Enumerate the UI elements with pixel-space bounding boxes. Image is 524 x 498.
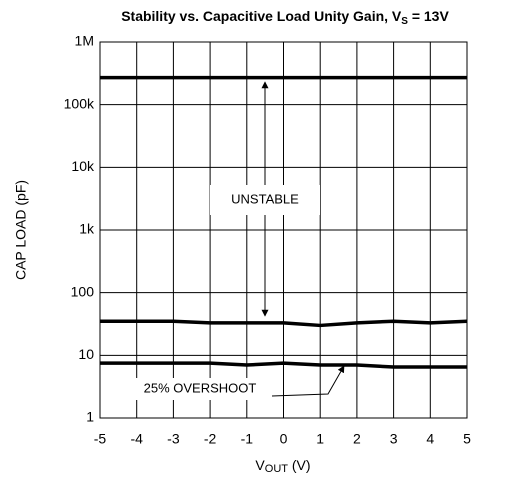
y-tick-label: 1k xyxy=(79,221,95,237)
y-tick-label: 100k xyxy=(64,95,95,111)
line xyxy=(100,319,468,328)
line xyxy=(100,361,467,369)
label-box xyxy=(210,185,320,215)
y-tick-label: 1 xyxy=(86,409,94,425)
y-axis-label: CAP LOAD (pF) xyxy=(13,180,29,280)
y-tick-label: 100 xyxy=(71,283,95,299)
x-tick-label: -3 xyxy=(167,431,180,447)
x-tick-label: 2 xyxy=(353,431,361,447)
arrow xyxy=(271,365,345,397)
annotations: UNSTABLE 25% OVERSHOOT xyxy=(128,81,345,400)
x-tick-label: -1 xyxy=(241,431,254,447)
x-tick-label: 4 xyxy=(426,431,434,447)
chart-title: Stability vs. Capacitive Load Unity Gain… xyxy=(121,8,449,27)
x-axis-label: VOUT (V) xyxy=(255,457,310,475)
x-tick-label: -4 xyxy=(130,431,143,447)
annotation: UNSTABLE xyxy=(231,191,299,206)
x-tick-label: -2 xyxy=(204,431,217,447)
y-tick-label: 1M xyxy=(75,33,94,49)
x-tick-label: 1 xyxy=(316,431,324,447)
x-tick-label: 3 xyxy=(390,431,398,447)
label-box xyxy=(128,378,272,400)
y-tick-label: 10 xyxy=(78,346,94,362)
y-tick-label: 10k xyxy=(71,158,95,174)
x-tick-label: 5 xyxy=(463,431,471,447)
annotation: 25% OVERSHOOT xyxy=(144,380,257,395)
plot-frame xyxy=(99,41,468,419)
x-tick-label: 0 xyxy=(280,431,288,447)
x-tick-label: -5 xyxy=(94,431,107,447)
plot-area: 1 10 100 1k 10k 100k 1M -5 -4 -3 -2 -1 0 1 2 3 4 5 xyxy=(64,33,471,447)
